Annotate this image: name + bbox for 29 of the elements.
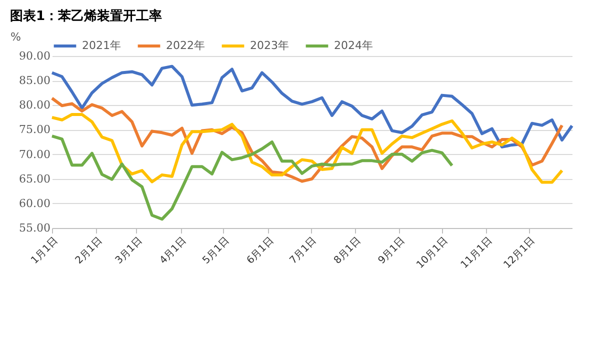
legend-label: 2023年	[250, 39, 289, 52]
y-tick-label: 85.00	[19, 74, 50, 88]
x-tick-label: 6月1日	[245, 236, 276, 266]
x-tick-label: 8月1日	[332, 236, 364, 266]
x-tick-label: 3月1日	[114, 236, 145, 266]
line-series	[50, 134, 454, 221]
y-tick-label: 60.00	[19, 196, 50, 210]
line-series	[50, 64, 574, 148]
y-tick-label: 75.00	[19, 123, 50, 136]
x-tick-label: 5月1日	[200, 236, 232, 266]
y-tick-label: 65.00	[19, 172, 50, 186]
y-tick-label: 55.00	[19, 222, 50, 234]
legend-label: 2022年	[166, 39, 205, 52]
y-tick-label: 80.00	[19, 98, 50, 112]
x-tick-label: 4月1日	[158, 236, 189, 266]
line-series	[50, 112, 564, 184]
x-tick-label: 1月1日	[29, 236, 60, 266]
legend-label: 2024年	[334, 39, 373, 52]
x-tick-label: 2月1日	[74, 236, 105, 266]
chart-title: 图表1：苯乙烯装置开工率	[10, 8, 162, 24]
y-axis-title: %	[10, 30, 21, 44]
y-tick-label: 70.00	[19, 148, 50, 161]
legend-label: 2021年	[82, 39, 121, 52]
x-tick-label: 11月1日	[459, 236, 495, 271]
x-tick-label: 7月1日	[288, 236, 319, 266]
x-tick-label: 9月1日	[376, 236, 408, 266]
x-tick-label: 12月1日	[502, 236, 538, 271]
x-tick-label: 10月1日	[414, 236, 450, 271]
y-tick-label: 90.00	[19, 50, 50, 62]
